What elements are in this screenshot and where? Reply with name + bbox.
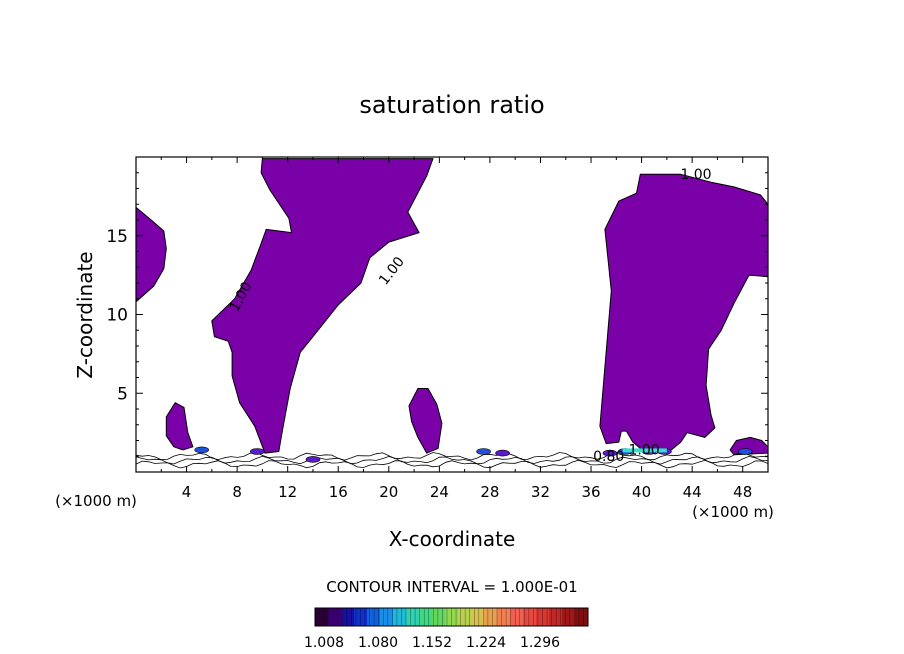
- x-tick-label: 16: [329, 483, 348, 501]
- region-left-edge-cloud: [135, 206, 167, 303]
- contour-label-2: 1.00: [680, 167, 711, 183]
- colorbar-segment: [549, 608, 563, 626]
- region-small-left-cell: [165, 402, 194, 451]
- x-units-left: (×1000 m): [55, 492, 137, 510]
- boundary-patch: [602, 449, 618, 457]
- region-central-tower-cloud: [211, 158, 434, 454]
- colorbar-segment: [393, 608, 407, 626]
- boundary-patch: [495, 449, 510, 457]
- colorbar-segment: [367, 608, 381, 626]
- y-axis-ticks: 5 10 15: [106, 172, 768, 457]
- colorbar-segment: [432, 608, 446, 626]
- x-tick-label: 12: [278, 483, 297, 501]
- colorbar: 1.008 1.080 1.152 1.224 1.296: [304, 607, 589, 651]
- colorbar-segment: [419, 608, 433, 626]
- colorbar-segment: [471, 608, 485, 626]
- colorbar-segment: [315, 608, 329, 626]
- boundary-patch: [476, 448, 491, 455]
- x-tick-label: 8: [232, 483, 242, 501]
- x-axis-ticks: 4 8 12 16 20 24 28 32 36 40 44 48: [160, 157, 752, 501]
- contour-label-3: 0.80: [593, 449, 624, 465]
- colorbar-segment: [458, 608, 472, 626]
- x-tick-label: 44: [683, 483, 702, 501]
- chart-title: saturation ratio: [359, 91, 544, 119]
- isoline-1: [135, 455, 768, 465]
- isoline-0: [135, 459, 769, 469]
- x-tick-label: 20: [379, 483, 398, 501]
- colorbar-segment: [562, 608, 576, 626]
- x-tick-label: 32: [531, 483, 550, 501]
- region-right-tower-cloud: [599, 173, 769, 452]
- colorbar-segment: [575, 608, 589, 626]
- boundary-patch: [194, 446, 209, 454]
- y-axis-label: Z-coordinate: [73, 251, 97, 378]
- colorbar-segment: [406, 608, 420, 626]
- colorbar-tick-label: 1.224: [466, 635, 506, 651]
- colorbar-segment: [497, 608, 511, 626]
- colorbar-frame: [314, 607, 589, 627]
- contour-label-1: 1.00: [376, 254, 408, 288]
- colorbar-tick-label: 1.008: [304, 635, 344, 651]
- y-tick-label: 5: [117, 384, 128, 404]
- y-tick-label: 15: [106, 227, 128, 247]
- x-tick-label: 4: [182, 483, 192, 501]
- high-ratio-streak: [622, 448, 667, 453]
- colorbar-segment: [523, 608, 537, 626]
- colorbar-segment: [484, 608, 498, 626]
- cloud-regions: [135, 158, 769, 456]
- near-surface-contours: [135, 446, 769, 469]
- colorbar-segment: [328, 608, 342, 626]
- x-units-right: (×1000 m): [692, 503, 774, 521]
- contour-label-4: 1.00: [629, 443, 660, 459]
- boundary-patch: [737, 448, 753, 455]
- colorbar-segment: [341, 608, 355, 626]
- x-tick-label: 40: [632, 483, 651, 501]
- x-tick-label: 28: [480, 483, 499, 501]
- colorbar-segment: [380, 608, 394, 626]
- x-axis-label: X-coordinate: [389, 527, 516, 551]
- colorbar-title: CONTOUR INTERVAL = 1.000E-01: [326, 578, 577, 596]
- region-small-center-cell: [408, 388, 443, 454]
- boundary-patch: [305, 456, 321, 463]
- isoline-2: [135, 452, 769, 461]
- colorbar-segment: [510, 608, 524, 626]
- boundary-patch: [249, 448, 265, 455]
- x-tick-label: 36: [581, 483, 600, 501]
- colorbar-tick-label: 1.296: [520, 635, 560, 651]
- x-tick-label: 48: [733, 483, 752, 501]
- colorbar-tick-label: 1.152: [412, 635, 452, 651]
- x-tick-label: 24: [430, 483, 449, 501]
- colorbar-tick-label: 1.080: [358, 635, 398, 651]
- y-tick-label: 10: [106, 306, 128, 326]
